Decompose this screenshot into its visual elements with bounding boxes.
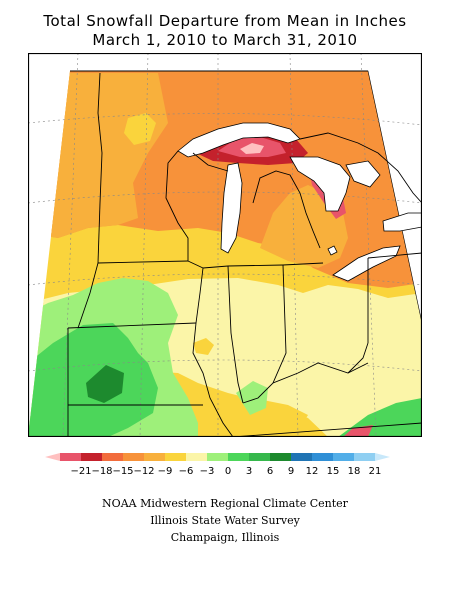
lake-huron <box>289 156 351 212</box>
lake-st-clair <box>327 245 338 256</box>
pink-corner <box>343 425 373 437</box>
great-lakes <box>177 122 422 282</box>
legend-swatch <box>291 453 312 461</box>
legend-swatch <box>270 453 291 461</box>
snowfall-departure-map <box>28 53 422 437</box>
legend-swatch <box>144 453 165 461</box>
mn-wi-border <box>165 150 189 261</box>
color-legend: −21 −18 −15 −12 −9 −6 −3 0 3 6 9 12 15 18 21 <box>45 453 390 477</box>
legend-tick-label: −3 <box>200 466 215 477</box>
legend-tick-label: −9 <box>158 466 173 477</box>
ia-mo-border <box>67 322 197 329</box>
lake-michigan <box>220 162 243 254</box>
state-boundaries <box>67 72 422 437</box>
ky-tn-border <box>232 422 422 437</box>
map-frame <box>28 53 422 437</box>
map-title: Total Snowfall Departure from Mean in In… <box>43 12 407 30</box>
mi-oh-border <box>282 262 324 266</box>
lake-erie <box>332 245 401 282</box>
map-date-range: March 1, 2010 to March 31, 2010 <box>92 31 358 49</box>
legend-tick-label: −15 <box>112 466 133 477</box>
mn-nd-border <box>97 72 103 204</box>
ontario-shore <box>299 132 422 204</box>
legend-swatch <box>228 453 249 461</box>
legend-swatch <box>186 453 207 461</box>
legend-tick-label: 3 <box>246 466 252 477</box>
mn-sd-border <box>97 202 101 264</box>
ny-pa-border <box>367 252 422 259</box>
wi-il-border <box>202 265 229 269</box>
legend-swatch <box>165 453 186 461</box>
georgian-bay <box>345 160 381 188</box>
in-mi-border <box>227 264 284 267</box>
credit-survey: Illinois State Water Survey <box>150 514 300 527</box>
ia-il-river <box>195 267 204 324</box>
yellow-patch-north <box>124 113 156 145</box>
legend-tick-label: 18 <box>348 466 361 477</box>
legend-swatch <box>207 453 228 461</box>
legend-tick-label: −6 <box>179 466 194 477</box>
legend-swatch <box>123 453 144 461</box>
il-in-border <box>227 265 244 404</box>
legend-swatch <box>354 453 375 461</box>
light-green-southeast <box>236 381 268 415</box>
credit-organization: NOAA Midwestern Regional Climate Center <box>102 497 348 510</box>
legend-tick-label: −12 <box>133 466 154 477</box>
legend-swatch <box>102 453 123 461</box>
legend-swatch <box>333 453 354 461</box>
yellow-island-central <box>193 338 214 355</box>
legend-swatch <box>312 453 333 461</box>
legend-low-arrow <box>45 453 60 461</box>
ia-ne-border <box>77 262 99 329</box>
legend-tick-label: 0 <box>225 466 231 477</box>
legend-swatch <box>249 453 270 461</box>
oh-wv-border <box>347 342 369 374</box>
legend-tick-label: 6 <box>267 466 273 477</box>
legend-swatch <box>60 453 81 461</box>
il-mo-river <box>192 322 234 437</box>
legend-swatch <box>81 453 102 461</box>
latlon-grid <box>28 53 422 437</box>
pale-pink-spot <box>240 143 264 154</box>
credit-location: Champaign, Illinois <box>170 531 280 544</box>
wi-mi-border <box>192 152 229 172</box>
legend-tick-label: −18 <box>91 466 112 477</box>
mn-ia-border <box>97 260 189 264</box>
legend-tick-label: −21 <box>70 466 91 477</box>
legend-high-arrow <box>375 453 390 461</box>
wi-ia-border <box>187 260 204 269</box>
legend-tick-label: 9 <box>288 466 294 477</box>
mi-peninsula-coast <box>252 170 321 249</box>
in-oh-border <box>272 264 287 384</box>
lake-superior <box>177 122 301 158</box>
legend-tick-label: 15 <box>327 466 340 477</box>
dark-green-spot <box>86 365 124 403</box>
lake-ontario <box>382 212 422 232</box>
legend-tick-label: 12 <box>306 466 319 477</box>
legend-tick-label: 21 <box>369 466 382 477</box>
